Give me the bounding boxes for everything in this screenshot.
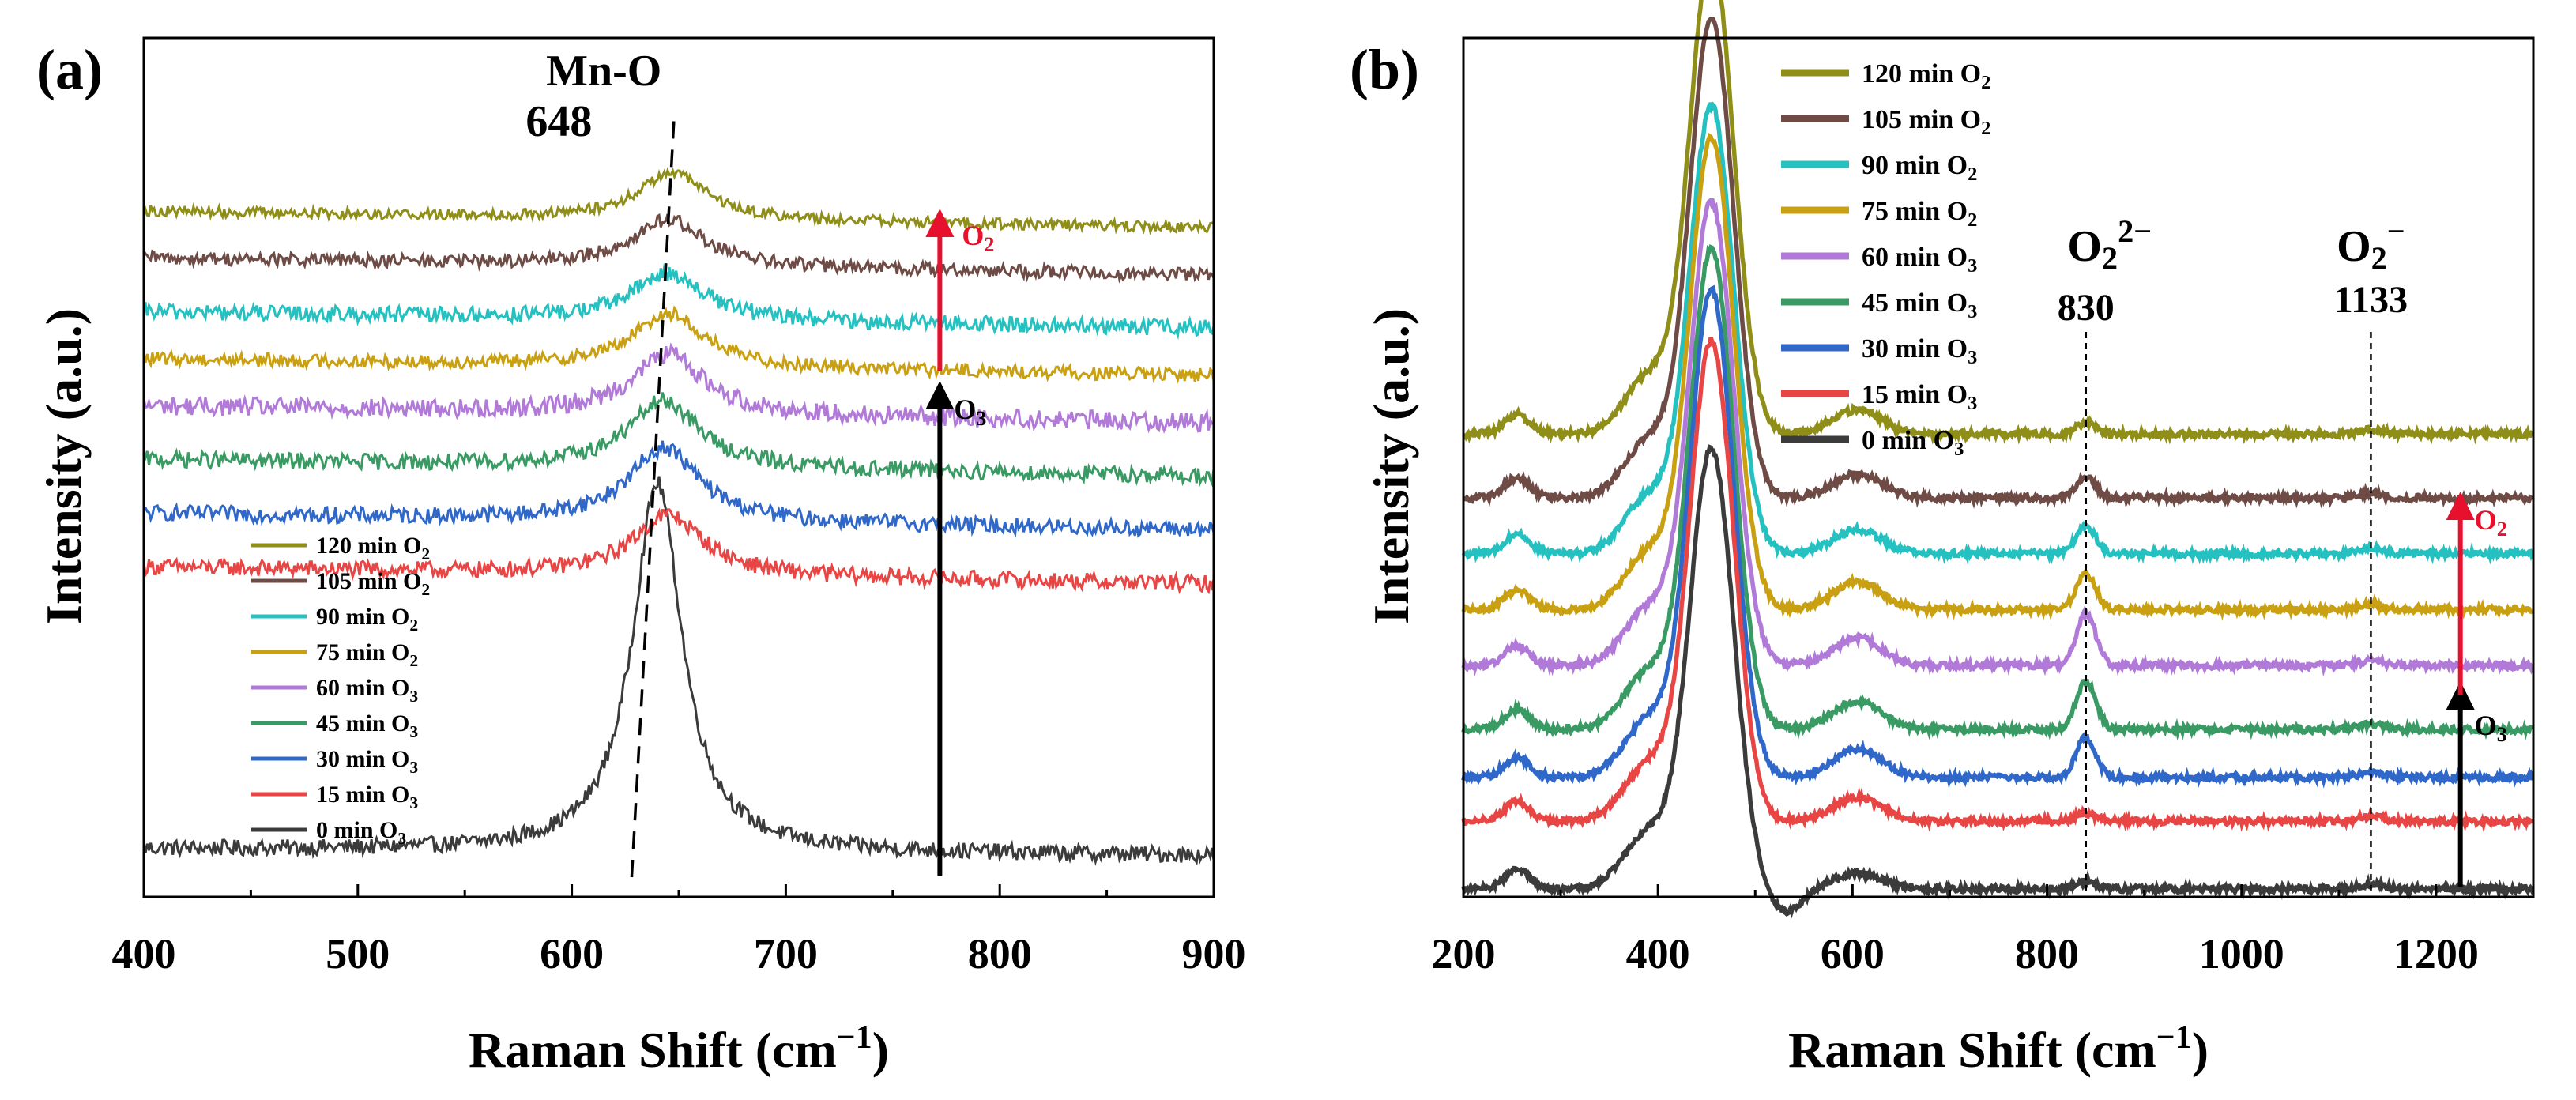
panel-b-legend-label: 90 min O2: [1862, 151, 1977, 185]
panel-b-peak2-value: 1133: [2334, 279, 2408, 321]
panel-b-legend-item: 105 min O2: [1781, 105, 1990, 139]
panel-a-x-tick-label: 900: [1182, 930, 1246, 978]
panel-b-peak2-name: O2−: [2337, 213, 2405, 276]
panel-a-legend-label: 120 min O2: [316, 533, 430, 563]
panel-a-legend-label: 75 min O2: [316, 639, 418, 670]
panel-b-series-line: [1461, 101, 2535, 565]
panel-a-legend-label: 0 min O3: [316, 817, 406, 848]
panel-a-legend-item: 15 min O3: [251, 782, 418, 812]
panel-a-legend-label: 15 min O3: [316, 782, 418, 812]
panel-a-legend-item: 90 min O2: [251, 604, 418, 635]
panel-a-peak-value: 648: [525, 97, 592, 146]
panel-a-series-line: [142, 167, 1215, 235]
panel-b-legend-label: 30 min O3: [1862, 334, 1977, 368]
panel-b-legend-item: 75 min O2: [1781, 197, 1977, 231]
panel-b-x-axis: 200 400 600 800 1000 1200: [1432, 884, 2535, 978]
panel-a-o3-arrow-label: O3: [954, 394, 986, 430]
panel-b-legend-label: 105 min O2: [1862, 105, 1990, 139]
panel-a-series-line: [142, 342, 1215, 434]
panel-b-peak1-value: 830: [2058, 287, 2115, 329]
panel-b-peak1-name: O22−: [2067, 213, 2152, 276]
panel-b-y-axis-label: Intensity (a.u.): [1363, 308, 1419, 624]
panel-b-o3-arrow-label: O3: [2475, 710, 2507, 746]
panel-a-series-line: [143, 440, 1215, 538]
panel-a-x-axis-label: Raman Shift (cm−1): [469, 1019, 889, 1078]
panel-a-series-line: [142, 305, 1215, 384]
panel-b-legend-item: 60 min O3: [1781, 243, 1977, 277]
panel-a-legend: 120 min O2 105 min O2 90 min O2 75 min O2 60…: [251, 533, 430, 848]
panel-b-series-line: [1463, 0, 2535, 445]
panel-b-legend-item: 0 min O3: [1781, 426, 1964, 460]
panel-a-x-tick-label: 800: [968, 930, 1032, 978]
panel-a-series-line: [142, 507, 1215, 595]
panel-b-x-axis-label: Raman Shift (cm−1): [1788, 1019, 2209, 1078]
panel-a-legend-item: 30 min O3: [251, 746, 418, 777]
panel-a-legend-label: 90 min O2: [316, 604, 418, 635]
panel-b-x-tick-label: 600: [1821, 930, 1885, 978]
panel-b-series-line: [1461, 284, 2535, 789]
panel-b-x-tick-label: 200: [1432, 930, 1496, 978]
panel-b-legend-label: 60 min O3: [1862, 243, 1977, 277]
panel-a-peak-guide-line: [630, 110, 676, 878]
panel-b-series-line: [1461, 244, 2533, 741]
panel-b-legend-label: 120 min O2: [1862, 59, 1990, 93]
panel-b-legend-item: 30 min O3: [1781, 334, 1977, 368]
panel-b-legend-item: 120 min O2: [1781, 59, 1990, 93]
panel-a-legend-item: 120 min O2: [251, 533, 430, 563]
panel-b-legend-item: 15 min O3: [1781, 380, 1977, 414]
panel-b-legend-item: 45 min O3: [1781, 288, 1977, 322]
panel-a-x-tick-label: 400: [112, 930, 176, 978]
panel-a-y-axis-label: Intensity (a.u.): [36, 308, 92, 624]
panel-b-legend-item: 90 min O2: [1781, 151, 1977, 185]
panel-b-legend-label: 15 min O3: [1862, 380, 1977, 414]
panel-b-label: (b): [1350, 38, 1419, 101]
panel-b-legend-label: 45 min O3: [1862, 288, 1977, 322]
panel-b-series-line: [1461, 444, 2535, 919]
panel-a-x-tick-label: 600: [540, 930, 604, 978]
panel-a-series-line: [143, 262, 1215, 341]
panel-a-series-line: [142, 476, 1215, 866]
panel-a-legend-label: 105 min O2: [316, 568, 430, 599]
panel-a-legend-label: 30 min O3: [316, 746, 418, 777]
panel-a-legend-item: 105 min O2: [251, 568, 430, 599]
panel-a-o2-arrow-label: O2: [962, 220, 994, 256]
panel-a-label: (a): [36, 38, 103, 101]
panel-b-x-tick-label: 1200: [2393, 930, 2479, 978]
panel-a-peak-name: Mn-O: [546, 47, 661, 96]
panel-b-series-line: [1461, 337, 2533, 834]
panel-a-x-tick-label: 500: [326, 930, 390, 978]
panel-b-legend-label: 0 min O3: [1862, 426, 1964, 460]
panel-b-legend: 120 min O2 105 min O2 90 min O2 75 min O2 60…: [1781, 59, 1990, 460]
panel-a-x-tick-label: 700: [754, 930, 818, 978]
panel-a-legend-label: 60 min O3: [316, 675, 418, 706]
panel-a-legend-item: 45 min O3: [251, 710, 418, 741]
panel-a-x-axis: 400 500 600 700 800 900: [112, 884, 1246, 978]
panel-b-series-line: [1461, 198, 2535, 677]
panel-a-legend-item: 75 min O2: [251, 639, 418, 670]
panel-a-series-line: [142, 392, 1215, 488]
panel-b-o2-arrow-label: O2: [2475, 504, 2507, 541]
panel-a-legend-item: 0 min O3: [251, 817, 406, 848]
panel-b-x-tick-label: 800: [2015, 930, 2079, 978]
panel-b-plot-frame: [1462, 36, 2535, 898]
panel-b-series-line: [1462, 16, 2534, 510]
panel-a-legend-label: 45 min O3: [316, 710, 418, 741]
panel-a-series: [142, 167, 1215, 866]
panel-a-series-line: [142, 213, 1215, 284]
panel-b: (b) O22− O2− 830 1133 O3 O2 200 400 600 800 1000 1…: [1350, 0, 2535, 1078]
panel-a-legend-item: 60 min O3: [251, 675, 418, 706]
panel-b-x-tick-label: 400: [1626, 930, 1690, 978]
panel-b-legend-label: 75 min O2: [1862, 197, 1977, 231]
panel-b-annotations: O22− O2− 830 1133 O3 O2: [2058, 213, 2507, 893]
panel-b-x-tick-label: 1000: [2199, 930, 2284, 978]
panel-b-series: [1461, 0, 2535, 919]
panel-b-series-line: [1461, 132, 2534, 621]
